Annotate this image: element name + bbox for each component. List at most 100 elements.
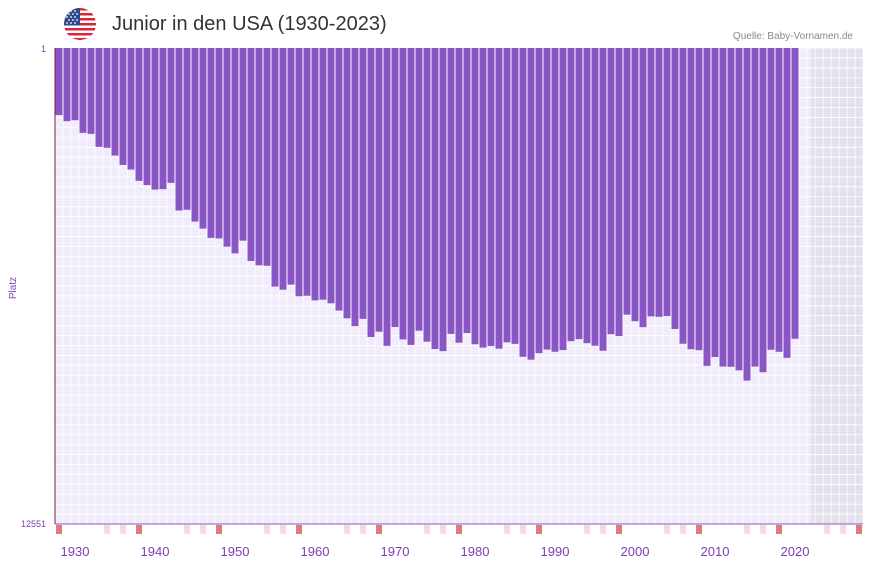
bar-1960[interactable] — [311, 48, 319, 301]
bar-1949[interactable] — [223, 48, 231, 247]
bar-1993[interactable] — [575, 48, 583, 340]
bar-1946[interactable] — [199, 48, 207, 229]
bar-1982[interactable] — [487, 48, 495, 347]
bar-2007[interactable] — [687, 48, 695, 350]
bar-1937[interactable] — [127, 48, 135, 170]
bar-1963[interactable] — [335, 48, 343, 311]
bar-1953[interactable] — [255, 48, 263, 266]
bar-1988[interactable] — [535, 48, 543, 354]
bar-1997[interactable] — [607, 48, 615, 335]
bar-2010[interactable] — [711, 48, 719, 358]
bar-1956[interactable] — [279, 48, 287, 290]
bar-1943[interactable] — [175, 48, 183, 211]
x-tick-label-2000: 2000 — [621, 544, 650, 559]
year-marker-1958 — [296, 525, 302, 534]
bar-1944[interactable] — [183, 48, 191, 210]
bar-1978[interactable] — [455, 48, 463, 343]
year-marker-1976 — [440, 525, 446, 534]
bar-1947[interactable] — [207, 48, 215, 238]
bar-1998[interactable] — [615, 48, 623, 336]
bar-1929[interactable] — [63, 48, 71, 122]
bar-1971[interactable] — [399, 48, 407, 340]
bar-2018[interactable] — [775, 48, 783, 352]
bar-1957[interactable] — [287, 48, 295, 285]
bar-2005[interactable] — [671, 48, 679, 330]
bar-1967[interactable] — [367, 48, 375, 338]
bar-2003[interactable] — [655, 48, 663, 317]
year-marker-1974 — [424, 525, 430, 534]
bar-1948[interactable] — [215, 48, 223, 239]
bar-1934[interactable] — [103, 48, 111, 148]
bar-1983[interactable] — [495, 48, 503, 349]
bar-1991[interactable] — [559, 48, 567, 351]
bar-2001[interactable] — [639, 48, 647, 328]
bar-1942[interactable] — [167, 48, 175, 183]
bar-2011[interactable] — [719, 48, 727, 367]
bar-2017[interactable] — [767, 48, 775, 350]
bar-1952[interactable] — [247, 48, 255, 261]
bar-1979[interactable] — [463, 48, 471, 333]
bar-2020[interactable] — [791, 48, 799, 339]
bar-1996[interactable] — [599, 48, 607, 351]
bar-1945[interactable] — [191, 48, 199, 222]
bar-1977[interactable] — [447, 48, 455, 334]
bar-1928[interactable] — [55, 48, 63, 116]
bar-2006[interactable] — [679, 48, 687, 344]
bar-1931[interactable] — [79, 48, 87, 133]
bar-1974[interactable] — [423, 48, 431, 342]
bar-2002[interactable] — [647, 48, 655, 317]
bar-1959[interactable] — [303, 48, 311, 296]
bar-1986[interactable] — [519, 48, 527, 357]
bar-1951[interactable] — [239, 48, 247, 241]
bar-1984[interactable] — [503, 48, 511, 343]
year-marker-1928 — [56, 525, 62, 534]
bar-1992[interactable] — [567, 48, 575, 342]
year-marker-1944 — [184, 525, 190, 534]
bar-2019[interactable] — [783, 48, 791, 358]
bar-1962[interactable] — [327, 48, 335, 304]
bar-2000[interactable] — [631, 48, 639, 322]
bar-1985[interactable] — [511, 48, 519, 344]
bar-2015[interactable] — [751, 48, 759, 367]
bar-1975[interactable] — [431, 48, 439, 350]
bar-1980[interactable] — [471, 48, 479, 345]
bar-1941[interactable] — [159, 48, 167, 190]
bar-2016[interactable] — [759, 48, 767, 373]
bar-2013[interactable] — [735, 48, 743, 371]
bar-1990[interactable] — [551, 48, 559, 352]
bar-1999[interactable] — [623, 48, 631, 315]
bar-2004[interactable] — [663, 48, 671, 317]
bar-1933[interactable] — [95, 48, 103, 147]
bar-1954[interactable] — [263, 48, 271, 266]
bar-1940[interactable] — [151, 48, 159, 190]
bar-1955[interactable] — [271, 48, 279, 287]
bar-1968[interactable] — [375, 48, 383, 332]
bar-1987[interactable] — [527, 48, 535, 360]
bar-1939[interactable] — [143, 48, 151, 186]
bar-2012[interactable] — [727, 48, 735, 367]
bar-1964[interactable] — [343, 48, 351, 319]
bar-1936[interactable] — [119, 48, 127, 165]
bar-1938[interactable] — [135, 48, 143, 181]
bar-1932[interactable] — [87, 48, 95, 134]
bar-1970[interactable] — [391, 48, 399, 328]
bar-1973[interactable] — [415, 48, 423, 331]
bar-1995[interactable] — [591, 48, 599, 346]
bar-1972[interactable] — [407, 48, 415, 345]
bar-1950[interactable] — [231, 48, 239, 254]
bar-2008[interactable] — [695, 48, 703, 351]
x-tick-label-2020: 2020 — [781, 544, 810, 559]
bar-1969[interactable] — [383, 48, 391, 346]
bar-1935[interactable] — [111, 48, 119, 156]
bar-1958[interactable] — [295, 48, 303, 297]
bar-1961[interactable] — [319, 48, 327, 300]
bar-1981[interactable] — [479, 48, 487, 348]
bar-1994[interactable] — [583, 48, 591, 344]
bar-1965[interactable] — [351, 48, 359, 327]
bar-2009[interactable] — [703, 48, 711, 366]
bar-2014[interactable] — [743, 48, 751, 381]
bar-1989[interactable] — [543, 48, 551, 350]
bar-1966[interactable] — [359, 48, 367, 319]
bar-1976[interactable] — [439, 48, 447, 352]
bar-1930[interactable] — [71, 48, 79, 121]
